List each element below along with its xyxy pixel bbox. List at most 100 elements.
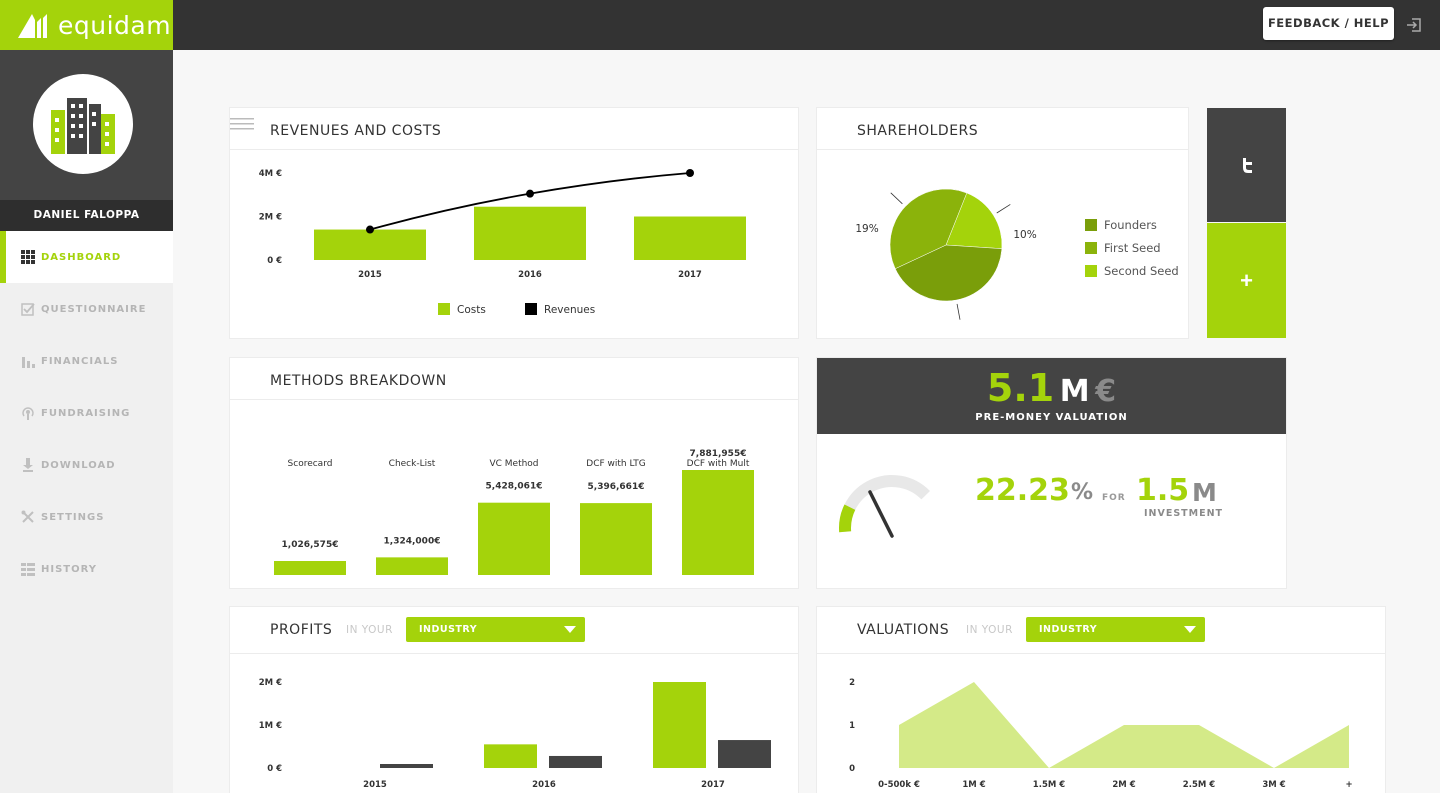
equity-gauge (839, 475, 931, 538)
list-icon (21, 563, 35, 576)
investment-unit: M (1192, 478, 1217, 507)
download-icon (23, 458, 33, 472)
legend-label: Second Seed (1104, 264, 1179, 278)
legend-label-costs: Costs (457, 304, 486, 316)
x-tick-label: 1M € (962, 780, 985, 790)
company-buildings-icon (51, 98, 115, 154)
gauge-fill (839, 504, 856, 533)
bar-chart-icon (22, 357, 35, 368)
costs-bar (314, 229, 426, 260)
legend-swatch (1085, 219, 1097, 231)
costs-bar (474, 206, 586, 260)
card-header: REVENUES AND COSTS (230, 108, 798, 150)
sidebar-item-financials[interactable]: FINANCIALS (0, 335, 173, 387)
chevron-down-icon (1184, 626, 1196, 633)
sidebar-item-label: DOWNLOAD (41, 459, 116, 471)
pie-leader-line (996, 204, 1011, 214)
checkbox-icon (21, 303, 35, 316)
legend-swatch (1085, 265, 1097, 277)
data-label: 1,026,575€ (282, 540, 339, 550)
company-profit-bar (653, 682, 706, 768)
grid-icon (21, 250, 35, 264)
sidebar-item-label: FUNDRAISING (41, 407, 131, 419)
sidebar-item-dashboard[interactable]: DASHBOARD (0, 231, 173, 283)
x-tick-label: 2016 (518, 270, 542, 280)
revenues-costs-card: REVENUES AND COSTS 0 € 2M € 4M € 2015 2016 20… (229, 107, 799, 339)
select-value: INDUSTRY (419, 624, 478, 635)
x-tick-label: 1.5M € (1033, 780, 1065, 790)
equidam-logo-icon (18, 14, 47, 38)
category-label: Scorecard (288, 459, 333, 469)
method-bar (274, 561, 346, 575)
card-header: VALUATIONS IN YOUR INDUSTRY (817, 607, 1385, 654)
y-tick-label: 0 € (267, 256, 282, 266)
pie-slice (889, 188, 968, 270)
pie-slice-label: 19% (855, 223, 878, 235)
x-tick-label: 3M € (1262, 780, 1285, 790)
category-label: Check-List (389, 459, 436, 469)
y-tick-label: 4M € (259, 169, 282, 179)
revenues-point (526, 189, 534, 198)
plus-icon: + (1240, 267, 1253, 293)
valuations-industry-select[interactable]: INDUSTRY (1026, 617, 1205, 642)
for-label: FOR (1102, 493, 1126, 503)
feedback-help-button[interactable]: FEEDBACK / HELP (1263, 7, 1394, 40)
industry-profit-bar (718, 740, 771, 768)
card-header: PROFITS IN YOUR INDUSTRY (230, 607, 798, 654)
select-value: INDUSTRY (1039, 624, 1098, 635)
twitter-icon (1242, 158, 1252, 173)
sidebar-item-settings[interactable]: SETTINGS (0, 491, 173, 543)
y-tick-label: 0 € (267, 764, 282, 774)
sidebar-item-questionnaire[interactable]: QUESTIONNAIRE (0, 283, 173, 335)
pre-money-valuation-banner: 5.1 M € PRE-MONEY VALUATION (817, 358, 1286, 434)
logout-icon[interactable] (1406, 17, 1422, 33)
twitter-share-tile[interactable] (1207, 108, 1286, 222)
menu-icon[interactable] (230, 117, 254, 131)
category-label: DCF with Mult (687, 459, 750, 469)
user-name: DANIEL FALOPPA (0, 200, 173, 231)
sidebar-item-history[interactable]: HISTORY (0, 543, 173, 595)
profits-industry-select[interactable]: INDUSTRY (406, 617, 585, 642)
y-tick-label: 1 (849, 721, 855, 731)
brand-name: equidam (58, 10, 172, 40)
valuation-area (899, 682, 1349, 768)
y-tick-label: 0 (849, 764, 855, 774)
legend-swatch-revenues (525, 303, 537, 315)
card-title: METHODS BREAKDOWN (270, 373, 447, 389)
method-bar (682, 470, 754, 575)
x-tick-label: 2015 (363, 780, 387, 790)
valuation-currency: € (1095, 374, 1117, 409)
x-tick-label: 2.5M € (1183, 780, 1215, 790)
avatar[interactable] (33, 74, 133, 174)
sidebar-item-label: DASHBOARD (41, 251, 122, 263)
brand-logo[interactable]: equidam (0, 0, 173, 50)
legend-label: Founders (1104, 218, 1157, 232)
percent-sign: % (1071, 480, 1094, 505)
revenues-point (366, 225, 374, 234)
chevron-down-icon (564, 626, 576, 633)
top-bar (0, 0, 1440, 50)
category-label: VC Method (489, 459, 538, 469)
x-tick-label: 2017 (701, 780, 725, 790)
x-tick-label: 2016 (532, 780, 556, 790)
profits-card: PROFITS IN YOUR INDUSTRY 0 € 1M € 2M € 2015… (229, 606, 799, 793)
method-bar (376, 557, 448, 575)
sidebar-item-download[interactable]: DOWNLOAD (0, 439, 173, 491)
industry-profit-bar (380, 764, 433, 768)
legend-label: First Seed (1104, 241, 1161, 255)
data-label: 5,428,061€ (486, 482, 543, 492)
sidebar: DANIEL FALOPPA DASHBOARD QUESTIONNAIRE F… (0, 50, 173, 793)
add-tile-button[interactable]: + (1207, 223, 1286, 338)
legend-swatch-costs (438, 303, 450, 315)
card-title: PROFITS (270, 622, 333, 638)
broadcast-icon (22, 407, 34, 420)
x-tick-label: 2017 (678, 270, 702, 280)
method-bar (478, 502, 550, 575)
pie-slice (894, 244, 1003, 302)
sidebar-item-fundraising[interactable]: FUNDRAISING (0, 387, 173, 439)
data-label: 5,396,661€ (588, 482, 645, 492)
pie-slice (945, 192, 1003, 249)
pie-leader-line (956, 303, 961, 320)
x-tick-label: 2M € (1112, 780, 1135, 790)
